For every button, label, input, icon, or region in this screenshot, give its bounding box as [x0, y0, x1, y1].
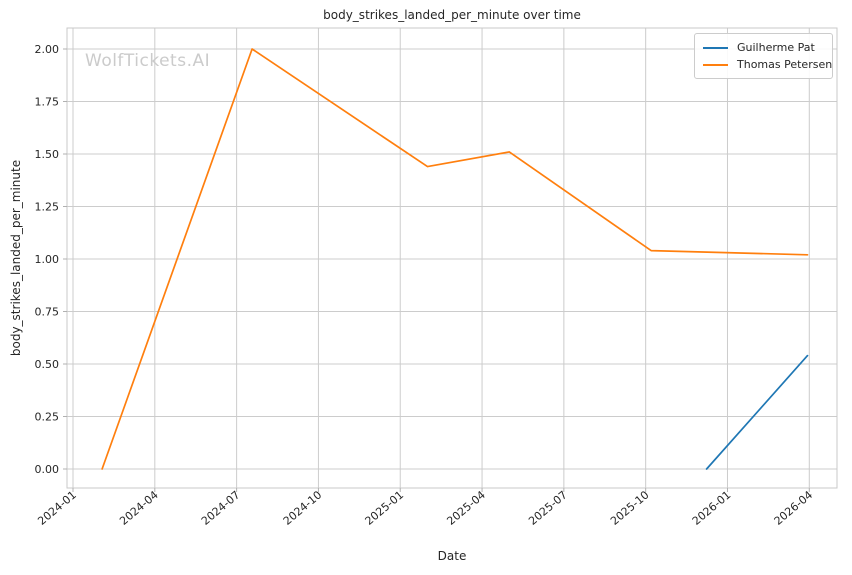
y-tick-label: 1.25	[35, 201, 60, 214]
y-tick-label: 0.50	[35, 358, 60, 371]
x-axis-label: Date	[437, 549, 467, 563]
y-tick-label: 2.00	[35, 43, 60, 56]
x-tick-labels: 2024-01 2024-04 2024-07 2024-10 2025-01 2025-…	[35, 488, 815, 528]
legend-label-guilherme-pat: Guilherme Pat	[737, 41, 815, 54]
x-tick-label: 2024-04	[117, 488, 161, 528]
chart-title: body_strikes_landed_per_minute over time	[323, 8, 581, 22]
x-tick-label: 2024-07	[199, 488, 243, 528]
y-tick-label: 0.25	[35, 411, 60, 424]
watermark-text: WolfTickets.AI	[85, 51, 211, 71]
plot-border	[66, 27, 838, 489]
series-line-thomas-petersen	[101, 48, 809, 470]
y-tick-label: 1.75	[35, 96, 60, 109]
legend-item-guilherme-pat: Guilherme Pat	[703, 39, 824, 56]
y-tick-label: 1.50	[35, 148, 60, 161]
x-tick-label: 2024-01	[35, 488, 79, 528]
tick-marks	[63, 48, 810, 492]
y-tick-label: 0.00	[35, 463, 60, 476]
y-axis-label: body_strikes_landed_per_minute	[9, 159, 23, 357]
legend-label-thomas-petersen: Thomas Petersen	[737, 58, 833, 71]
y-tick-label: 0.75	[35, 306, 60, 319]
x-tick-label: 2026-01	[690, 488, 734, 528]
series-line-guilherme-pat	[705, 354, 809, 470]
legend-line-swatch-orange	[703, 63, 728, 66]
gridlines	[67, 28, 837, 488]
x-tick-label: 2025-01	[363, 488, 407, 528]
legend: Guilherme Pat Thomas Petersen	[694, 33, 833, 79]
x-tick-label: 2024-10	[281, 488, 325, 528]
y-tick-labels: 0.00 0.25 0.50 0.75 1.00 1.25 1.50 1.75 2.00	[35, 43, 60, 476]
legend-item-thomas-petersen: Thomas Petersen	[703, 56, 832, 73]
x-tick-label: 2025-07	[526, 488, 570, 528]
y-tick-label: 1.00	[35, 253, 60, 266]
legend-line-swatch-blue	[703, 46, 728, 49]
x-tick-label: 2025-10	[608, 488, 652, 528]
x-tick-label: 2026-04	[772, 488, 816, 528]
x-tick-label: 2025-04	[444, 488, 488, 528]
